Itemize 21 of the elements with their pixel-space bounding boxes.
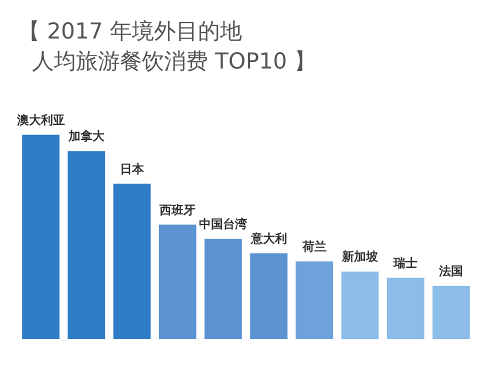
x-tick-label: 法国 [438,264,464,278]
bar [22,134,60,339]
x-tick-label: 意大利 [250,231,287,246]
bar [341,272,379,339]
chart-title: 【 2017 年境外目的地人均旅游餐饮消费 TOP10 】 [18,20,316,75]
bar [386,278,424,339]
bar [250,253,288,339]
x-tick-label: 荷兰 [301,240,326,254]
x-tick-label: 西班牙 [158,202,196,217]
bar [204,238,242,339]
x-tick-label: 新加坡 [341,250,379,264]
x-tick-label: 澳大利亚 [16,112,65,127]
x-tick-label: 瑞士 [392,256,418,270]
bar [296,261,334,339]
x-tick-label: 中国台湾 [199,217,248,232]
bar [158,224,196,339]
x-tick-label: 加拿大 [67,129,106,144]
x-tick-label: 日本 [120,162,145,176]
bar [113,184,151,339]
bar [68,151,106,339]
bar [432,286,470,339]
